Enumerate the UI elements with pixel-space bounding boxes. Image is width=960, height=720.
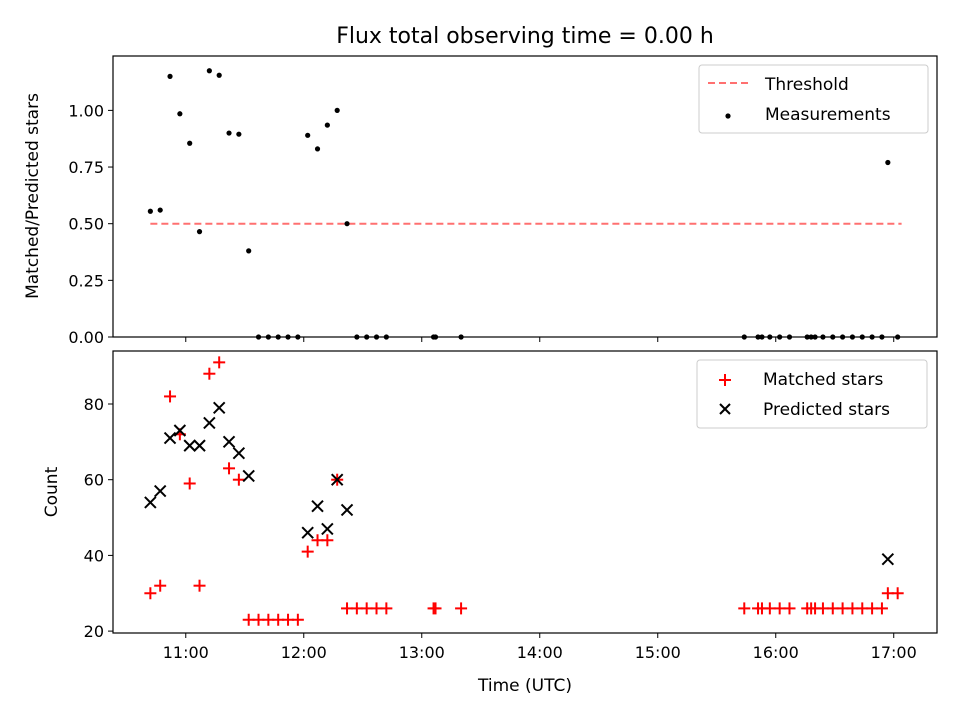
top-y-tick-label: 0.25 bbox=[68, 271, 104, 290]
top-axis-ticks: 0.00 0.25 0.50 0.75 1.00 bbox=[68, 101, 895, 347]
predicted-star-point bbox=[173, 424, 187, 437]
x-tick-label: 15:00 bbox=[635, 643, 681, 662]
top-y-tick-label: 0.50 bbox=[68, 215, 104, 234]
matched-star-point bbox=[891, 587, 904, 600]
chart-title: Flux total observing time = 0.00 h bbox=[336, 24, 714, 49]
matched-star-point bbox=[144, 587, 157, 600]
predicted-star-point bbox=[203, 416, 216, 430]
predicted-star-point bbox=[301, 526, 314, 539]
measurement-point bbox=[177, 111, 183, 117]
matched-star-point bbox=[223, 462, 236, 475]
measurement-point bbox=[885, 159, 891, 166]
bottom-plot-marks bbox=[144, 356, 904, 626]
legend-predicted-label: Predicted stars bbox=[763, 400, 890, 420]
legend-threshold-label: Threshold bbox=[764, 75, 849, 95]
measurement-point bbox=[226, 130, 232, 136]
legend-matched-label: Matched stars bbox=[763, 370, 883, 390]
predicted-star-point bbox=[193, 439, 206, 452]
measurement-point bbox=[147, 208, 153, 214]
bottom-y-tick-label: 20 bbox=[84, 622, 104, 641]
top-y-tick-label: 1.00 bbox=[68, 101, 104, 120]
matched-star-point bbox=[232, 473, 245, 486]
matched-star-point bbox=[301, 545, 314, 558]
matched-star-point bbox=[183, 477, 196, 490]
measurement-point bbox=[314, 146, 321, 152]
legend-measurements-swatch bbox=[725, 113, 731, 119]
predicted-star-point bbox=[153, 484, 167, 498]
matched-star-point bbox=[783, 602, 796, 615]
predicted-star-point bbox=[232, 446, 246, 460]
matched-star-point bbox=[380, 602, 393, 615]
x-tick-label: 12:00 bbox=[281, 643, 327, 662]
matched-star-point bbox=[193, 579, 206, 592]
bottom-y-tick-label: 80 bbox=[84, 395, 104, 414]
top-legend-box bbox=[698, 64, 929, 134]
top-panel: Flux total observing time = 0.00 h Match… bbox=[23, 24, 938, 347]
top-y-tick-label: 0.00 bbox=[68, 328, 104, 347]
predicted-star-point bbox=[163, 431, 177, 445]
predicted-star-point bbox=[183, 439, 196, 452]
top-plot-frame bbox=[112, 55, 938, 338]
matched-star-point bbox=[455, 602, 468, 615]
measurement-point bbox=[187, 140, 193, 146]
matched-star-point bbox=[291, 613, 304, 626]
measurement-point bbox=[196, 229, 203, 235]
predicted-star-point bbox=[321, 522, 334, 536]
top-legend: Threshold Measurements bbox=[698, 64, 929, 134]
measurement-point bbox=[324, 122, 330, 128]
legend-matched-swatch bbox=[719, 374, 731, 386]
predicted-star-point bbox=[242, 469, 255, 483]
bottom-y-tick-label: 60 bbox=[84, 471, 104, 490]
bottom-y-axis-label: Count bbox=[42, 466, 62, 517]
matched-star-point bbox=[321, 534, 334, 547]
measurement-point bbox=[216, 72, 222, 78]
x-tick-label: 17:00 bbox=[871, 643, 917, 662]
matched-star-point bbox=[164, 390, 177, 403]
bottom-legend: Matched stars Predicted stars bbox=[696, 359, 928, 429]
bottom-legend-box bbox=[696, 359, 928, 429]
predicted-star-point bbox=[340, 503, 354, 517]
predicted-star-point bbox=[222, 435, 236, 449]
predicted-star-point bbox=[311, 499, 324, 513]
x-tick-label: 14:00 bbox=[517, 643, 563, 662]
measurement-point bbox=[344, 221, 350, 227]
predicted-star-point bbox=[881, 552, 895, 566]
x-tick-label: 16:00 bbox=[753, 643, 799, 662]
bottom-plot-frame bbox=[112, 350, 938, 634]
matched-star-point bbox=[738, 602, 751, 615]
bottom-panel: Count Time (UTC) 20 40 60 80 11:00 12:00 13:00… bbox=[42, 350, 938, 696]
measurement-point bbox=[246, 248, 252, 254]
x-tick-label: 13:00 bbox=[399, 643, 445, 662]
predicted-star-point bbox=[144, 496, 157, 509]
measurement-point bbox=[157, 207, 163, 213]
legend-measurements-label: Measurements bbox=[765, 105, 891, 125]
matched-star-point bbox=[875, 602, 888, 615]
measurement-point bbox=[305, 132, 311, 138]
matched-star-point bbox=[429, 602, 442, 615]
top-y-axis-label: Matched/Predicted stars bbox=[23, 93, 43, 299]
x-axis-label: Time (UTC) bbox=[477, 676, 572, 696]
measurement-point bbox=[167, 73, 173, 79]
measurement-point bbox=[206, 68, 212, 74]
predicted-star-point bbox=[330, 473, 344, 486]
x-tick-label: 11:00 bbox=[163, 643, 209, 662]
predicted-star-point bbox=[212, 401, 226, 414]
legend-predicted-swatch bbox=[719, 403, 731, 415]
matched-star-point bbox=[213, 356, 226, 369]
measurement-point bbox=[236, 131, 242, 137]
bottom-y-tick-label: 40 bbox=[84, 546, 104, 565]
top-y-tick-label: 0.75 bbox=[68, 158, 104, 177]
measurement-point bbox=[334, 107, 340, 113]
bottom-axis-ticks: 20 40 60 80 11:00 12:00 13:00 14:00 15:00 16:00 17… bbox=[84, 395, 917, 662]
matched-star-point bbox=[203, 367, 216, 380]
matched-star-point bbox=[154, 579, 167, 592]
